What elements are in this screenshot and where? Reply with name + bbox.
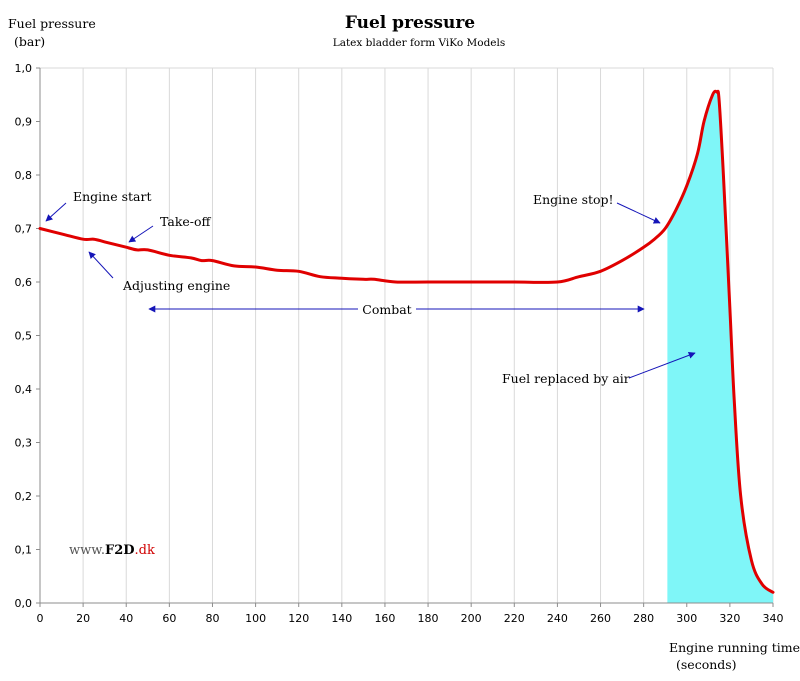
x-tick-label: 80 [205, 612, 219, 625]
x-tick-label: 120 [288, 612, 309, 625]
arrow-fuel-replaced [628, 351, 696, 379]
x-tick-label: 260 [590, 612, 611, 625]
x-tick-label: 200 [461, 612, 482, 625]
axes [36, 67, 774, 607]
x-tick-label: 40 [119, 612, 133, 625]
annotation-engine-start: Engine start [73, 189, 152, 204]
y-tick-label: 1,0 [15, 62, 33, 75]
x-tick-label: 240 [547, 612, 568, 625]
x-axis-label-line1: Engine running time [669, 640, 800, 655]
annotation-engine-stop: Engine stop! [533, 192, 614, 207]
arrow-engine-stop [616, 202, 661, 224]
y-tick-label: 0,7 [15, 223, 33, 236]
annotation-adjusting-engine: Adjusting engine [122, 278, 230, 293]
series [38, 89, 775, 594]
fuel-pressure-line [38, 89, 775, 594]
watermark-brand: F2D [105, 543, 135, 558]
y-tick-label: 0,8 [15, 169, 33, 182]
chart-title: Fuel pressure [345, 13, 475, 33]
x-tick-label: 220 [504, 612, 525, 625]
tick-labels: 0,0 0,1 0,2 0,3 0,4 0,5 0,6 0,7 0,8 0,9 1,0 0 20 40 60… [15, 62, 784, 625]
x-tick-label: 180 [418, 612, 439, 625]
y-axis-label-line2: (bar) [14, 34, 45, 49]
x-axis-label-line2: (seconds) [676, 657, 737, 672]
y-tick-label: 0,3 [15, 437, 33, 450]
x-tick-label: 340 [763, 612, 784, 625]
y-tick-label: 0,5 [15, 330, 33, 343]
chart-subtitle: Latex bladder form ViKo Models [333, 37, 506, 49]
y-tick-label: 0,2 [15, 490, 33, 503]
y-axis-label-line1: Fuel pressure [8, 16, 96, 31]
arrow-adjusting-engine [88, 251, 114, 279]
watermark: www.F2D.dk [69, 543, 155, 558]
x-tick-label: 280 [633, 612, 654, 625]
shaded-region [667, 92, 773, 603]
x-tick-label: 320 [719, 612, 740, 625]
arrow-engine-start [45, 202, 67, 222]
y-tick-label: 0,4 [15, 383, 33, 396]
arrow-take-off [128, 225, 154, 243]
y-tick-label: 0,6 [15, 276, 33, 289]
y-tick-label: 0,9 [15, 116, 33, 129]
x-tick-label: 20 [76, 612, 90, 625]
watermark-prefix: www. [69, 543, 105, 558]
x-tick-label: 160 [374, 612, 395, 625]
annotations: Engine start Take-off Adjusting engine C… [45, 189, 696, 386]
x-tick-label: 60 [162, 612, 176, 625]
x-tick-label: 0 [37, 612, 44, 625]
fuel-replaced-area [667, 92, 773, 603]
grid [40, 67, 774, 603]
annotation-fuel-replaced: Fuel replaced by air [502, 371, 630, 386]
x-tick-label: 300 [676, 612, 697, 625]
watermark-suffix: .dk [135, 543, 155, 558]
x-tick-label: 100 [245, 612, 266, 625]
x-tick-label: 140 [331, 612, 352, 625]
y-tick-label: 0,0 [15, 597, 33, 610]
annotation-take-off: Take-off [160, 214, 212, 229]
annotation-combat: Combat [362, 302, 411, 317]
y-tick-label: 0,1 [15, 544, 33, 557]
